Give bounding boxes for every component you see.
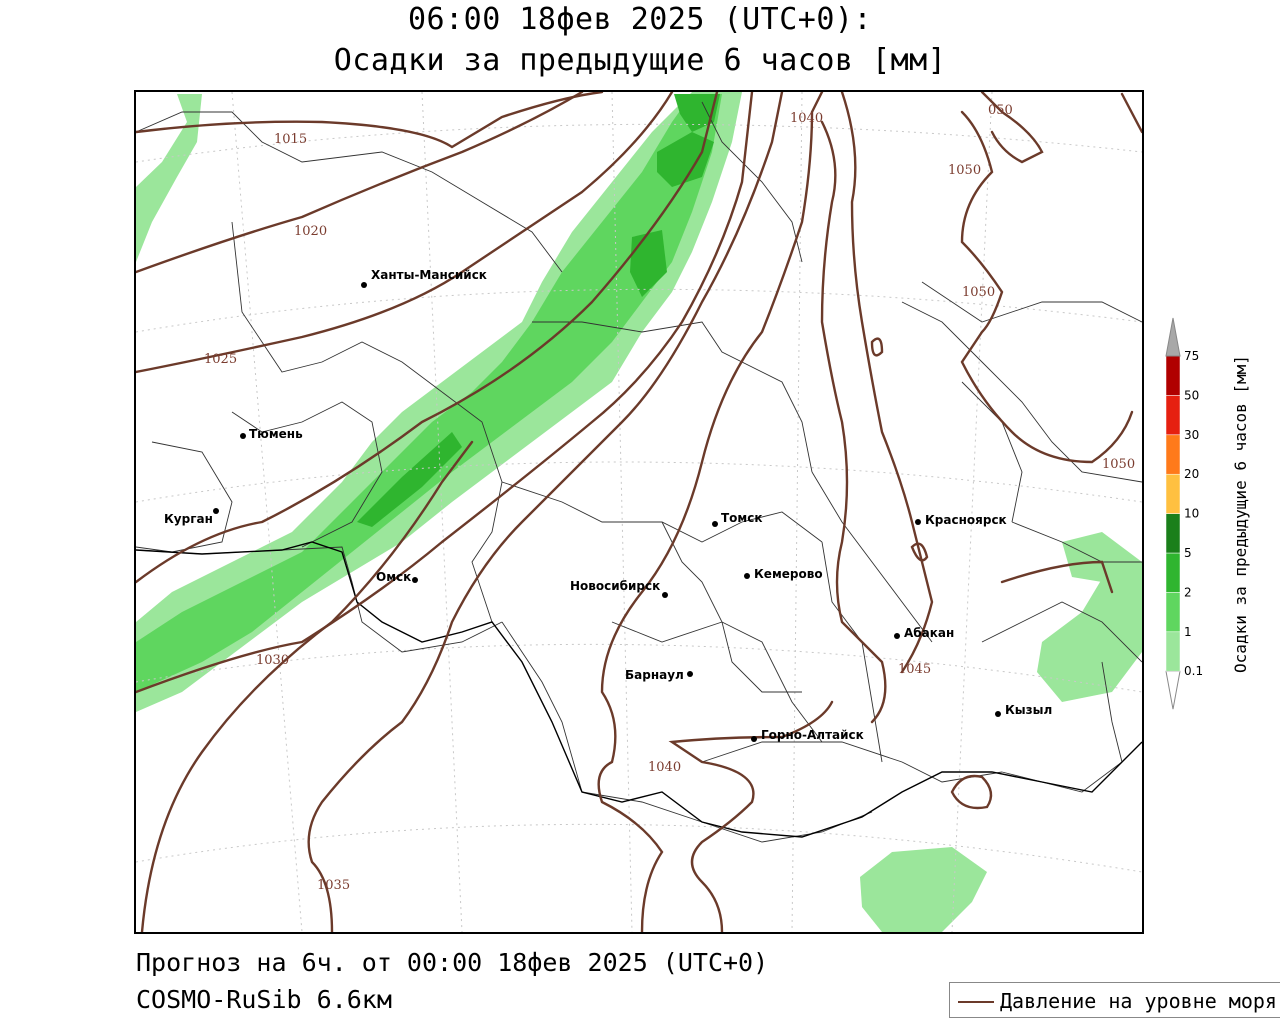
city-label: Красноярск — [925, 513, 1007, 527]
colorbar-min-triangle — [1165, 670, 1181, 710]
city-marker-icon — [687, 671, 693, 677]
isobar-1050b — [980, 92, 1044, 164]
colorbar-level-label: 20 — [1184, 467, 1199, 481]
isobar-legend: Давление на уровне моря — [949, 982, 1280, 1018]
colorbar-swatch — [1165, 434, 1181, 475]
precip-area-nw — [136, 94, 202, 262]
map-subtitle: Осадки за предыдущие 6 часов [мм] — [333, 43, 947, 78]
city-label: Ханты-Мансийск — [371, 268, 487, 282]
colorbar-swatch — [1165, 395, 1181, 436]
isobar-label: 1050 — [962, 285, 995, 300]
colorbar-max-triangle — [1165, 317, 1181, 357]
isobar-label: 1015 — [274, 132, 307, 147]
isobar-label: 1040 — [790, 111, 823, 126]
city-marker-icon — [361, 282, 367, 288]
precip-core-mid — [630, 230, 667, 297]
precip-area-southeast — [860, 847, 987, 932]
colorbar-level-label: 5 — [1184, 546, 1192, 560]
city-label: Кызыл — [1005, 703, 1052, 717]
isobar-1045 — [820, 120, 887, 724]
colorbar-swatches — [1165, 317, 1181, 710]
isobar-ring-3 — [910, 542, 929, 562]
colorbar-level-label: 0.1 — [1184, 664, 1203, 678]
city-marker-icon — [662, 592, 668, 598]
city-label: Омск — [376, 570, 411, 584]
city-label: Тюмень — [249, 427, 303, 441]
map-title: 06:00 18фев 2025 (UTC+0): — [407, 2, 873, 37]
city-marker-icon — [915, 519, 921, 525]
isobar-southeast — [1000, 560, 1114, 594]
isobars — [136, 92, 1142, 932]
city-label: Абакан — [904, 626, 954, 640]
isobar-legend-line — [958, 1001, 994, 1003]
isobar-label: 050 — [988, 103, 1013, 118]
isobar-label: 1050 — [948, 163, 981, 178]
city-label: Кемерово — [754, 567, 823, 581]
city-marker-icon — [744, 573, 750, 579]
isobar-label: 1030 — [256, 653, 289, 668]
isobar-1025b — [136, 92, 719, 584]
isobar-label: 1045 — [898, 662, 931, 677]
isobar-1025 — [136, 92, 674, 374]
colorbar-level-label: 10 — [1184, 507, 1199, 521]
isobar-ring-1 — [870, 337, 884, 357]
forecast-info: Прогноз на 6ч. от 00:00 18фев 2025 (UTC+… — [136, 948, 769, 977]
isobar-1035b — [307, 92, 784, 932]
graticule — [136, 92, 1142, 932]
colorbar-level-label: 50 — [1184, 388, 1199, 402]
colorbar-swatch — [1165, 631, 1181, 672]
isobar-ring-2 — [950, 774, 993, 810]
precip-core-south — [357, 432, 462, 527]
city-label: Курган — [164, 512, 213, 526]
colorbar-level-label: 1 — [1184, 625, 1192, 639]
city-label: Барнаул — [625, 668, 684, 682]
colorbar-title: Осадки за предыдущие 6 часов [мм] — [1231, 355, 1250, 673]
city-label: Горно-Алтайск — [761, 728, 864, 742]
isobar-1030 — [136, 92, 754, 694]
isobar-1040b — [668, 700, 834, 932]
cities: Ханты-Мансийск Тюмень Курган Омск Томск … — [164, 268, 1052, 742]
city-marker-icon — [712, 521, 718, 527]
isobar-1040 — [597, 92, 824, 932]
isobar-1050c — [1120, 92, 1142, 134]
city-marker-icon — [240, 433, 246, 439]
precip-core-north — [657, 132, 714, 187]
city-marker-icon — [894, 633, 900, 639]
colorbar-swatch — [1165, 592, 1181, 633]
city-label: Томск — [721, 511, 763, 525]
colorbar-level-label: 2 — [1184, 585, 1192, 599]
isobar-legend-label: Давление на уровне моря — [1000, 989, 1277, 1013]
isobar-1045b — [840, 92, 934, 674]
colorbar-level-label: 75 — [1184, 349, 1199, 363]
isobar-label: 1040 — [648, 760, 681, 775]
city-marker-icon — [213, 508, 219, 514]
isobar-label: 1050 — [1102, 457, 1135, 472]
isobar-label: 1035 — [317, 878, 350, 893]
city-label: Новосибирск — [570, 579, 660, 593]
isobar-labels: 1015 1020 1025 1030 1035 1040 1040 1045 … — [204, 103, 1135, 893]
isobar-1020 — [136, 92, 584, 274]
colorbar-swatch — [1165, 355, 1181, 396]
precip-colorbar: 0.1 1 2 5 10 20 30 50 75 — [1165, 317, 1203, 710]
colorbar-swatch — [1165, 513, 1181, 554]
city-marker-icon — [995, 711, 1001, 717]
isobar-1050 — [960, 110, 1134, 464]
city-marker-icon — [412, 577, 418, 583]
map-frame: 1015 1020 1025 1030 1035 1040 1040 1045 … — [134, 90, 1144, 934]
isobar-label: 1020 — [294, 224, 327, 239]
state-border — [136, 541, 1142, 838]
map-canvas: 1015 1020 1025 1030 1035 1040 1040 1045 … — [136, 92, 1142, 932]
colorbar-level-label: 30 — [1184, 428, 1199, 442]
city-marker-icon — [751, 736, 757, 742]
isobar-1015 — [136, 92, 604, 149]
colorbar-labels: 0.1 1 2 5 10 20 30 50 75 — [1184, 349, 1203, 678]
model-info: COSMO-RuSib 6.6км — [136, 985, 392, 1014]
colorbar-swatch — [1165, 473, 1181, 514]
precip-area-east — [1037, 562, 1142, 702]
colorbar-swatch — [1165, 552, 1181, 593]
isobar-label: 1025 — [204, 352, 237, 367]
precip-area-east2 — [1062, 532, 1142, 582]
isobar-1035 — [140, 440, 474, 932]
